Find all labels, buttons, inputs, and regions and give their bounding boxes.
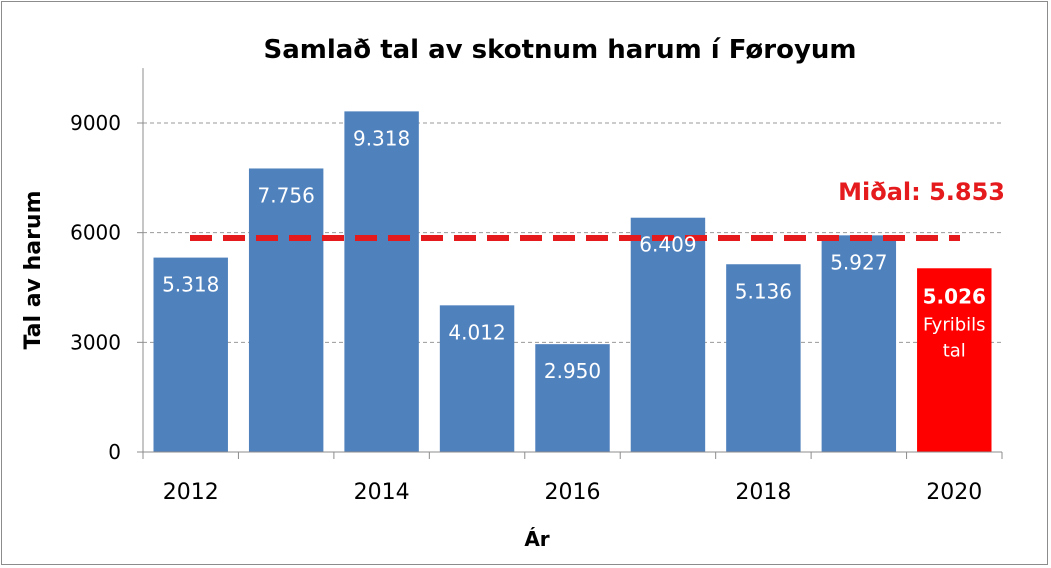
- y-tick-label: 0: [108, 440, 121, 464]
- bar-2012: [153, 257, 228, 452]
- y-tick-label: 9000: [70, 111, 121, 135]
- bar-2017: [630, 217, 706, 452]
- bars: [153, 111, 992, 453]
- x-tick-label-2020: 2020: [926, 480, 982, 505]
- average-label: Miðal: 5.853: [838, 178, 1005, 206]
- preliminary-note-line: Fyribils: [923, 314, 986, 335]
- data-label-2014: 9.318: [353, 126, 410, 150]
- average-line-group: Miðal: 5.853: [190, 178, 1005, 242]
- data-label-2017: 6.409: [639, 233, 696, 257]
- bar-2020-preliminary: [917, 268, 992, 452]
- data-label-2013: 7.756: [258, 183, 315, 207]
- x-tick-label-2018: 2018: [735, 480, 791, 505]
- data-label-2018: 5.136: [735, 279, 792, 303]
- bar-2014: [344, 111, 419, 452]
- x-tick-label-2016: 2016: [545, 480, 601, 505]
- x-tick-label-2012: 2012: [163, 480, 219, 505]
- bar-2013: [248, 168, 324, 453]
- x-tick-label-2014: 2014: [354, 480, 410, 505]
- data-label-2015: 4.012: [448, 320, 505, 344]
- axes: 0 3000 6000 9000 2012 2014 2016 2018 2020: [70, 68, 1003, 505]
- data-label-2016: 2.950: [544, 359, 601, 383]
- preliminary-note-line: tal: [943, 340, 966, 361]
- y-tick-label: 3000: [70, 330, 121, 354]
- x-axis-title: Ár: [524, 527, 549, 551]
- bar-2019: [821, 235, 897, 452]
- bar-2015: [439, 305, 515, 452]
- data-label-2012: 5.318: [162, 273, 219, 297]
- data-label-2019: 5.927: [830, 250, 887, 274]
- bar-2018: [726, 264, 801, 452]
- bar-2016: [535, 344, 610, 452]
- y-tick-label: 6000: [70, 221, 121, 245]
- data-labels: 5.318 7.756 9.318 4.012 2.950 6.409 5.136 5.927…: [162, 126, 986, 383]
- y-axis-title: Tal av harum: [21, 190, 46, 349]
- chart-title: Samlað tal av skotnum harum í Føroyum: [263, 35, 856, 65]
- data-label-2020: 5.026: [923, 284, 986, 308]
